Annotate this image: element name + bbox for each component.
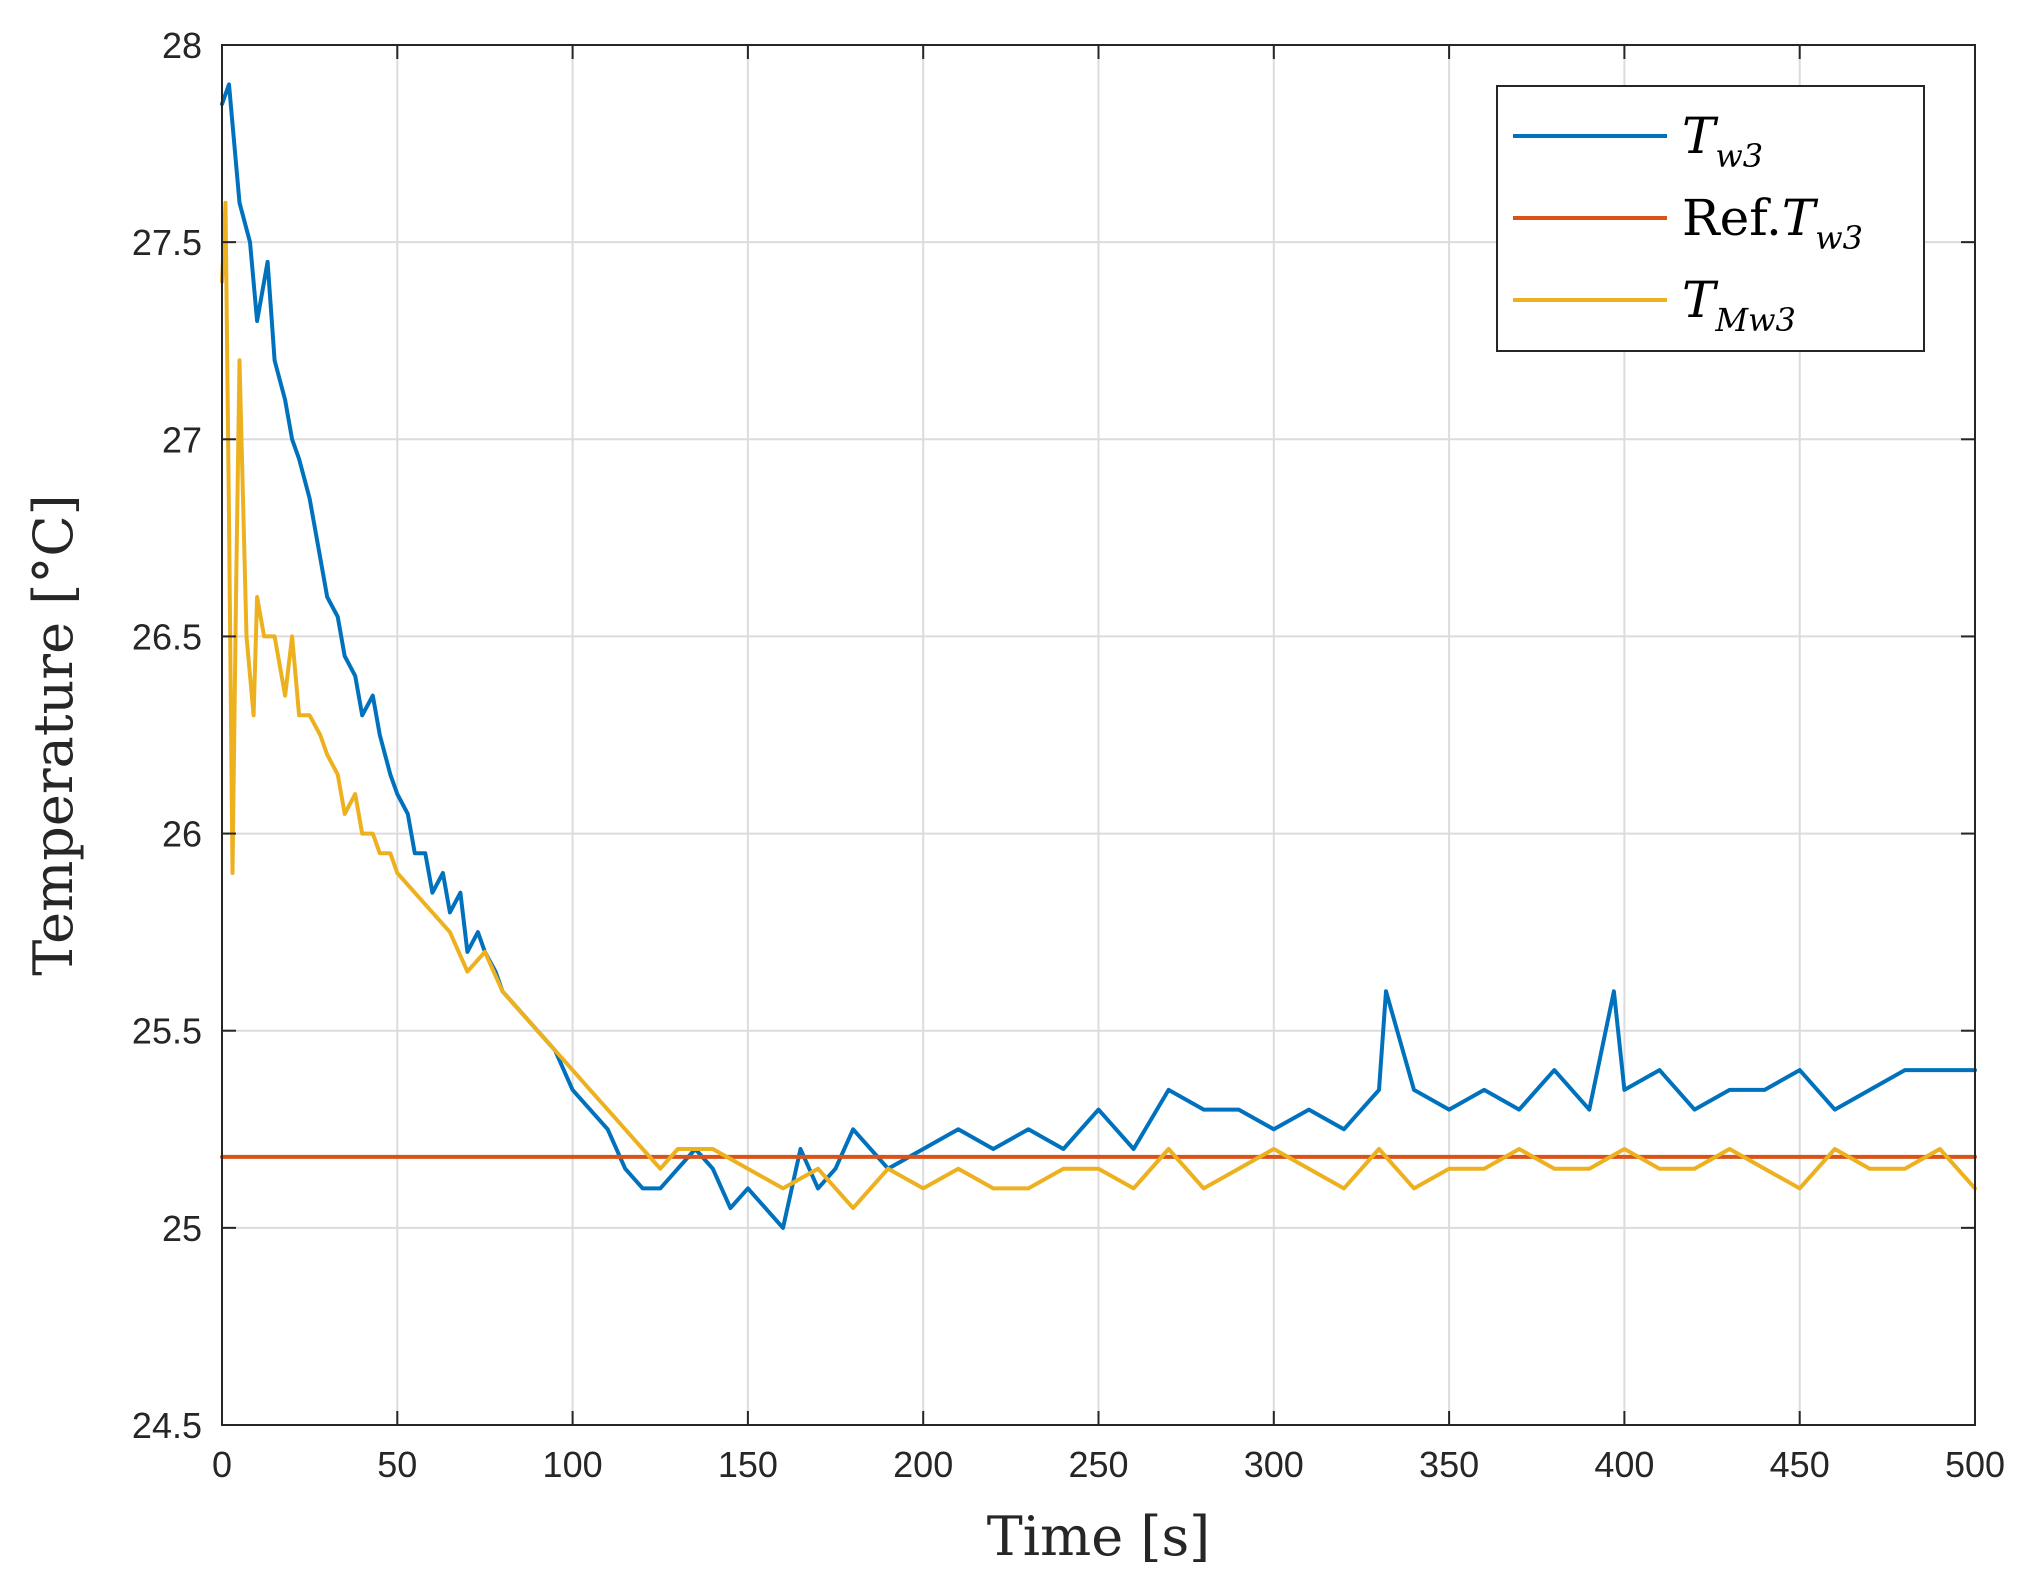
y-tick-label: 25.5 [132,1011,202,1052]
x-tick-label: 100 [543,1444,603,1485]
legend-symbol: T [1682,271,1719,329]
series-line-t-mw3 [220,200,1977,1211]
x-tick-label: 0 [212,1444,232,1485]
y-tick-label: 27 [162,419,202,460]
x-tick-label: 450 [1770,1444,1830,1485]
x-tick-label: 500 [1945,1444,2005,1485]
y-axis-title: Temperature [°C] [22,494,85,975]
legend-entry-label: Ref.Tw3 [1682,189,1863,257]
y-tick-label: 26 [162,814,202,855]
x-tick-label: 200 [893,1444,953,1485]
y-tick-label: 25 [162,1208,202,1249]
y-tick-label: 26.5 [132,616,202,657]
x-tick-label: 400 [1594,1444,1654,1485]
legend-subscript: w3 [1815,219,1863,257]
y-tick-labels: 24.5 25 25.5 26 26.5 27 27.5 28 [132,25,202,1446]
legend-entry-label: Tw3 [1682,107,1763,175]
x-tick-label: 350 [1419,1444,1479,1485]
legend-entry-label: TMw3 [1682,271,1796,339]
legend-symbol: T [1682,107,1719,165]
axis-ticks [221,44,1976,1426]
x-tick-label: 250 [1068,1444,1128,1485]
legend-subscript: w3 [1715,137,1763,175]
legend-prefix: Ref. [1682,189,1782,247]
x-tick-label: 150 [718,1444,778,1485]
legend-subscript: Mw3 [1714,301,1796,339]
x-axis-title: Time [s] [987,1505,1210,1568]
y-tick-label: 27.5 [132,222,202,263]
x-tick-labels: 0 50 100 150 200 250 300 350 400 450 500 [212,1444,2005,1485]
x-tick-label: 50 [377,1444,417,1485]
y-tick-label: 28 [162,25,202,66]
series-lines [220,82,1977,1230]
legend-symbol: T [1782,189,1819,247]
y-tick-label: 24.5 [132,1405,202,1446]
x-tick-label: 300 [1244,1444,1304,1485]
